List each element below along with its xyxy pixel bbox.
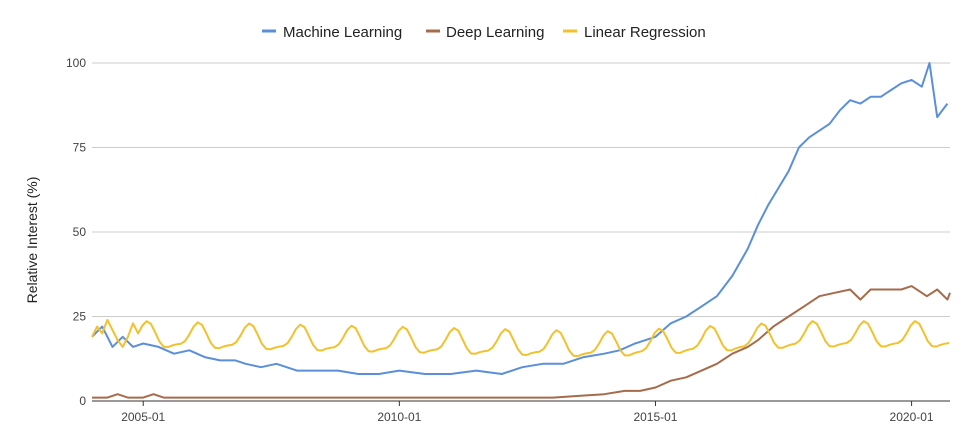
legend-item-deep-learning[interactable]: Deep Learning: [426, 24, 544, 41]
y-tick-label-50: 50: [73, 225, 87, 239]
y-tick-label-0: 0: [79, 394, 86, 408]
series-lines: [91, 62, 951, 399]
legend-label-deep-learning: Deep Learning: [446, 24, 544, 41]
legend: Machine Learning Deep Learning Linear Re…: [262, 24, 706, 41]
legend-label-linear-regression: Linear Regression: [584, 24, 706, 41]
x-tick-label-2: 2015-01: [633, 410, 677, 424]
x-axis-ticks: 2005-01 2010-01 2015-01 2020-01: [121, 401, 934, 424]
legend-label-machine-learning: Machine Learning: [283, 24, 402, 41]
y-tick-label-25: 25: [73, 310, 87, 324]
x-tick-label-1: 2010-01: [377, 410, 421, 424]
series-line-deep-learning: [92, 285, 951, 399]
y-axis-label: Relative Interest (%): [24, 177, 40, 304]
x-tick-label-0: 2005-01: [121, 410, 165, 424]
y-tick-label-75: 75: [73, 141, 87, 155]
gridlines: [92, 62, 950, 402]
legend-item-linear-regression[interactable]: Linear Regression: [563, 24, 706, 41]
y-axis-ticks: 0 25 50 75 100: [66, 56, 86, 408]
x-tick-label-3: 2020-01: [890, 410, 934, 424]
series-line-linear-regression: [91, 318, 950, 358]
y-tick-label-100: 100: [66, 56, 86, 70]
legend-item-machine-learning[interactable]: Machine Learning: [262, 24, 402, 41]
series-line-machine-learning: [91, 62, 949, 375]
